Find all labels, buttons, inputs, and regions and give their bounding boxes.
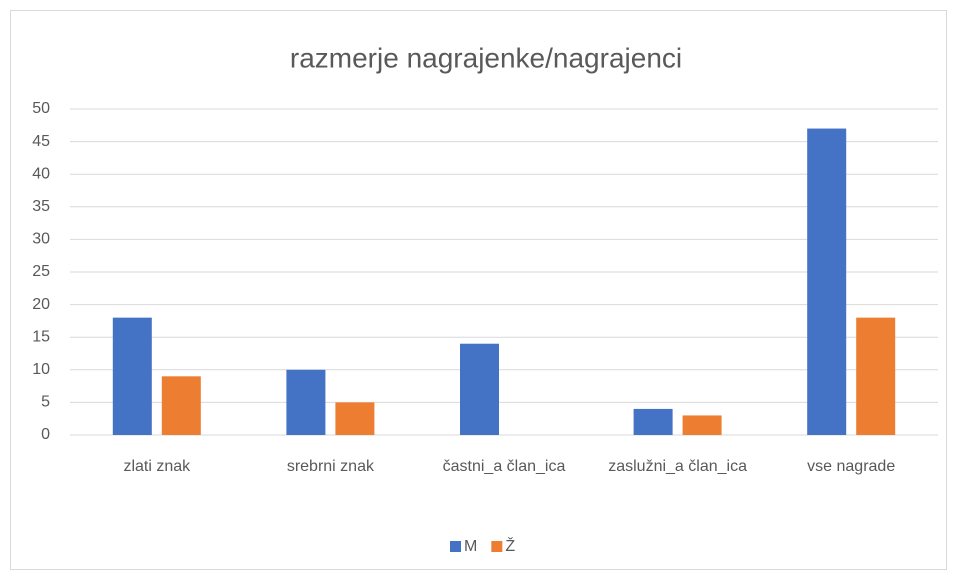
bar [161,376,201,435]
bar [633,408,673,435]
y-tick-label: 0 [41,426,50,443]
y-tick-label: 30 [32,231,50,248]
x-tick-label: vse nagrade [807,458,895,475]
y-tick-label: 5 [41,394,50,411]
bar [856,317,896,435]
y-tick-label: 25 [32,263,50,280]
y-tick-label: 40 [32,165,50,182]
y-tick-label: 20 [32,296,50,313]
y-tick-label: 50 [32,100,50,117]
bar [460,343,499,435]
legend-swatch [450,541,461,552]
legend-label: Ž [505,536,515,555]
bar [286,369,326,435]
y-tick-label: 15 [32,328,50,345]
x-tick-label: zlati znak [123,458,191,475]
legend-swatch [491,541,503,552]
bar [807,128,847,435]
bar [335,402,375,435]
x-tick-label: srebrni znak [287,458,375,475]
y-tick-label: 35 [32,198,50,215]
bar [682,415,722,435]
y-tick-label: 10 [32,361,50,378]
x-tick-label: častni_a član_ica [443,458,566,475]
legend-label: M [464,538,477,555]
y-tick-label: 45 [32,133,50,150]
bar [112,317,152,435]
chart-border [10,10,947,570]
chart-title: razmerje nagrajenke/nagrajenci [290,42,682,73]
x-tick-label: zaslužni_a član_ica [608,458,747,475]
